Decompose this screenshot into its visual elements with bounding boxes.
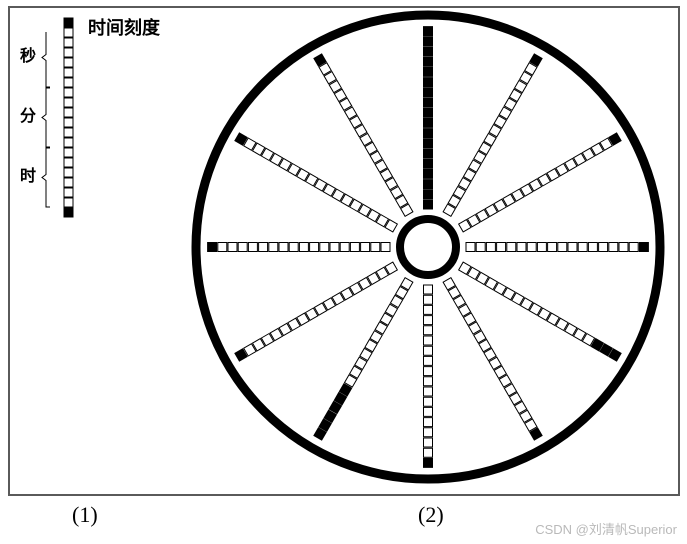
spoke-square	[218, 243, 227, 252]
spoke-square	[424, 356, 433, 365]
spoke-square	[238, 243, 247, 252]
spoke-square	[424, 57, 433, 66]
spoke-square	[527, 243, 536, 252]
spoke-square	[279, 243, 288, 252]
spoke-square	[228, 243, 237, 252]
spoke-square	[424, 346, 433, 355]
spoke-square	[330, 243, 339, 252]
timing-wheel	[0, 0, 687, 500]
spoke-square	[248, 243, 257, 252]
spoke-square	[486, 243, 495, 252]
spoke-square	[424, 78, 433, 87]
spoke-square	[269, 243, 278, 252]
spoke-square	[639, 243, 648, 252]
spoke-square	[424, 149, 433, 158]
spoke-square	[424, 295, 433, 304]
spoke-square	[548, 243, 557, 252]
spoke-square	[476, 243, 485, 252]
spoke-square	[371, 243, 380, 252]
spoke-square	[424, 397, 433, 406]
spoke-square	[588, 243, 597, 252]
spoke-square	[424, 169, 433, 178]
hub	[400, 219, 456, 275]
spoke-square	[289, 243, 298, 252]
spoke-square	[208, 243, 217, 252]
diagram-frame: 时间刻度 秒 分 时 (1) (2) CSDN @刘清帆Superior	[0, 0, 687, 544]
spoke-square	[619, 243, 628, 252]
spoke-square	[361, 243, 370, 252]
spoke-square	[568, 243, 577, 252]
spoke-square	[424, 27, 433, 36]
spoke-square	[578, 243, 587, 252]
spoke-square	[517, 243, 526, 252]
spoke-square	[350, 243, 359, 252]
spoke-square	[424, 448, 433, 457]
spoke-square	[424, 98, 433, 107]
spoke-square	[629, 243, 638, 252]
spoke-square	[340, 243, 349, 252]
spoke-square	[497, 243, 506, 252]
spoke-square	[310, 243, 319, 252]
spoke-square	[537, 243, 546, 252]
spoke-square	[424, 305, 433, 314]
label-2: (2)	[418, 502, 444, 528]
spoke-square	[424, 139, 433, 148]
spoke-square	[424, 438, 433, 447]
spoke-square	[424, 387, 433, 396]
spoke-square	[424, 67, 433, 76]
spoke-square	[558, 243, 567, 252]
spoke-square	[424, 88, 433, 97]
spoke-square	[424, 367, 433, 376]
spoke-square	[424, 336, 433, 345]
spoke-square	[424, 418, 433, 427]
spoke-square	[424, 200, 433, 209]
spoke-square	[609, 243, 618, 252]
spoke-square	[424, 326, 433, 335]
spoke-square	[381, 243, 390, 252]
spoke-square	[424, 377, 433, 386]
spoke-square	[259, 243, 268, 252]
spoke-square	[299, 243, 308, 252]
spoke-square	[599, 243, 608, 252]
watermark: CSDN @刘清帆Superior	[535, 519, 677, 538]
spoke-square	[320, 243, 329, 252]
spoke-square	[424, 316, 433, 325]
spoke-square	[507, 243, 516, 252]
spoke-square	[424, 129, 433, 138]
spoke-square	[466, 243, 475, 252]
spoke-square	[424, 47, 433, 56]
spoke-square	[424, 190, 433, 199]
spoke-square	[424, 285, 433, 294]
spoke-square	[424, 108, 433, 117]
label-1: (1)	[72, 502, 98, 528]
spoke-square	[424, 428, 433, 437]
spoke-square	[424, 37, 433, 46]
spoke-square	[424, 159, 433, 168]
spoke-square	[424, 407, 433, 416]
spoke-square	[424, 458, 433, 467]
spoke-square	[424, 180, 433, 189]
spoke-square	[424, 118, 433, 127]
